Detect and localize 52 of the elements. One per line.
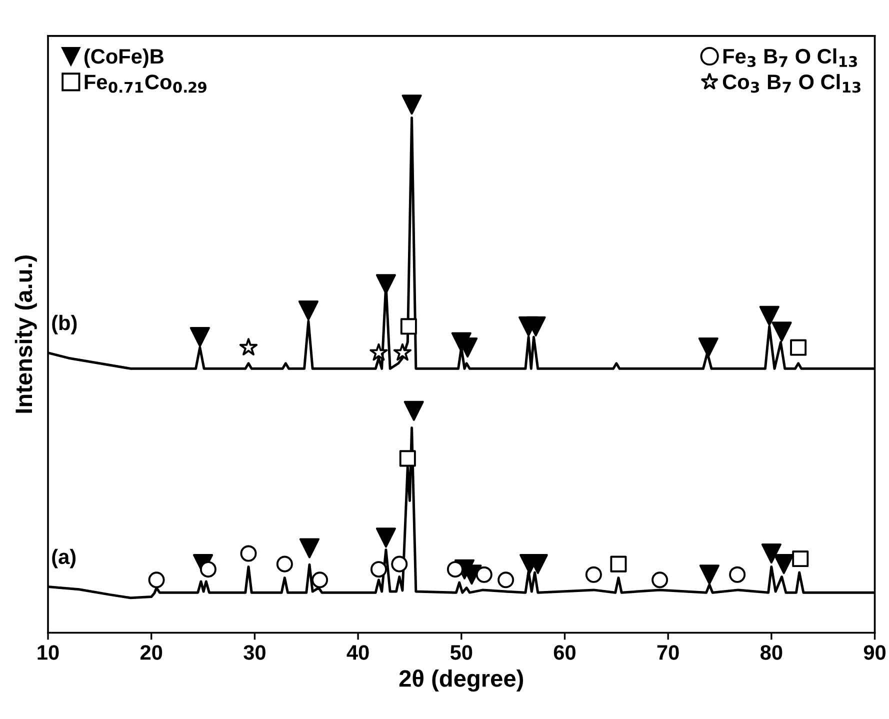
point: [792, 550, 809, 568]
x-tick-label: 70: [657, 645, 679, 660]
legend-label: Fe$_{0.71}$Co$_{0.29}$: [84, 74, 206, 93]
x-axis-title: 2θ (degree): [399, 670, 524, 692]
point: [404, 400, 424, 421]
point: [370, 343, 388, 361]
series-label: (a): [52, 548, 76, 568]
legend-label: Fe$_{3}$ B$_{7}$ O Cl$_{13}$: [723, 48, 857, 68]
point: [774, 554, 794, 574]
point: [298, 300, 318, 321]
point: [698, 338, 718, 358]
x-tick-label: 20: [140, 645, 162, 660]
point: [790, 339, 807, 356]
point: [399, 450, 416, 467]
point: [476, 566, 492, 583]
point: [400, 318, 417, 335]
point: [376, 274, 396, 294]
point: [729, 566, 746, 583]
x-tick-label: 10: [38, 645, 59, 660]
point: [239, 338, 258, 356]
point: [610, 556, 627, 572]
point: [402, 94, 422, 115]
x-tick-label: 60: [554, 645, 576, 660]
point: [761, 543, 782, 564]
point: [498, 572, 514, 588]
point: [585, 566, 602, 583]
point: [370, 561, 387, 578]
x-tick-label: 30: [244, 645, 266, 660]
point: [376, 528, 396, 548]
point: [299, 538, 320, 558]
point: [759, 306, 780, 326]
x-tick-label: 90: [864, 645, 886, 660]
x-tick-label: 40: [346, 645, 369, 660]
point: [276, 556, 293, 572]
point: [391, 556, 408, 572]
point: [446, 561, 464, 578]
point: [148, 572, 165, 588]
series-label: (b): [52, 314, 77, 334]
x-tick-label: 80: [760, 645, 782, 660]
point: [190, 326, 210, 348]
point: [652, 572, 668, 588]
point: [699, 564, 720, 585]
x-tick-label: 50: [450, 645, 472, 660]
point: [526, 316, 546, 336]
legend-label: Co$_{3}$ B$_{7}$ O Cl$_{13}$: [722, 74, 860, 93]
legend-label: (CoFe)B: [84, 48, 164, 68]
point: [200, 561, 216, 578]
point: [772, 322, 792, 342]
point: [393, 343, 412, 361]
y-axis-title: Intensity (a.u.): [14, 255, 37, 413]
point: [312, 572, 328, 588]
point: [240, 545, 257, 562]
